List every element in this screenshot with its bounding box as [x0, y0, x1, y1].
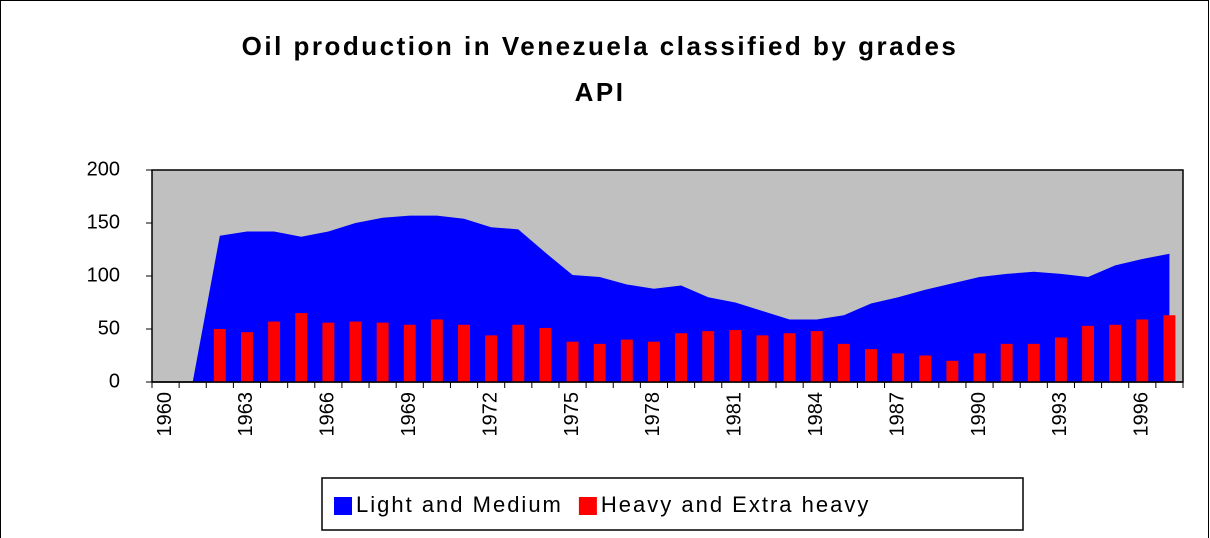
x-tick-label: 1981 — [724, 392, 746, 437]
bar — [756, 335, 769, 382]
bar — [322, 322, 335, 382]
bar — [919, 355, 932, 382]
chart-title: API — [575, 77, 626, 107]
x-tick-label: 1963 — [235, 392, 257, 437]
bar — [593, 343, 606, 382]
bar — [675, 333, 688, 382]
y-tick-label: 150 — [87, 211, 120, 233]
bar — [403, 324, 416, 382]
bar — [702, 331, 715, 382]
bar — [430, 319, 443, 382]
y-tick-label: 50 — [98, 317, 120, 339]
bar — [295, 313, 308, 382]
bar — [865, 349, 877, 382]
bar — [620, 339, 633, 382]
bar — [1000, 343, 1013, 382]
x-tick-label: 1987 — [886, 392, 908, 437]
bar — [973, 353, 986, 382]
legend-label: Heavy and Extra heavy — [601, 492, 870, 517]
x-tick-label: 1993 — [1049, 392, 1071, 437]
x-tick-label: 1990 — [968, 392, 990, 437]
bar — [892, 353, 905, 382]
x-tick-label: 1978 — [642, 392, 664, 437]
legend-box — [321, 477, 1024, 531]
x-tick-label: 1969 — [398, 392, 420, 437]
y-tick-label: 100 — [87, 264, 120, 286]
bar — [1109, 324, 1122, 382]
bar — [647, 341, 660, 382]
x-tick-label: 1972 — [479, 392, 501, 437]
x-tick-label: 1975 — [561, 392, 583, 437]
bar — [539, 327, 552, 382]
bar — [1082, 325, 1095, 382]
bar — [376, 322, 389, 382]
bar — [240, 332, 253, 382]
bar — [458, 324, 470, 382]
bar — [783, 333, 796, 382]
bar — [729, 330, 742, 382]
x-tick-label: 1984 — [805, 392, 827, 437]
bar — [837, 343, 850, 382]
bar — [946, 360, 959, 382]
area — [165, 215, 1170, 382]
bar — [349, 321, 362, 382]
legend-label: Light and Medium — [356, 492, 563, 517]
bar — [810, 331, 823, 382]
bar — [1054, 337, 1067, 382]
bar — [485, 335, 498, 382]
bar — [512, 324, 525, 382]
bar — [268, 321, 281, 382]
bar — [1027, 343, 1040, 382]
bar — [1136, 319, 1149, 382]
bar — [213, 329, 226, 382]
bar — [1163, 315, 1176, 382]
legend-swatch — [334, 497, 352, 515]
legend-swatch — [578, 497, 597, 515]
y-tick-label: 0 — [109, 370, 120, 392]
x-tick-label: 1960 — [154, 392, 176, 437]
x-tick-label: 1966 — [317, 392, 339, 437]
x-tick-label: 1996 — [1131, 392, 1153, 437]
y-tick-label: 200 — [87, 158, 120, 180]
chart-title: Oil production in Venezuela classified b… — [242, 31, 959, 61]
bar — [566, 341, 579, 382]
